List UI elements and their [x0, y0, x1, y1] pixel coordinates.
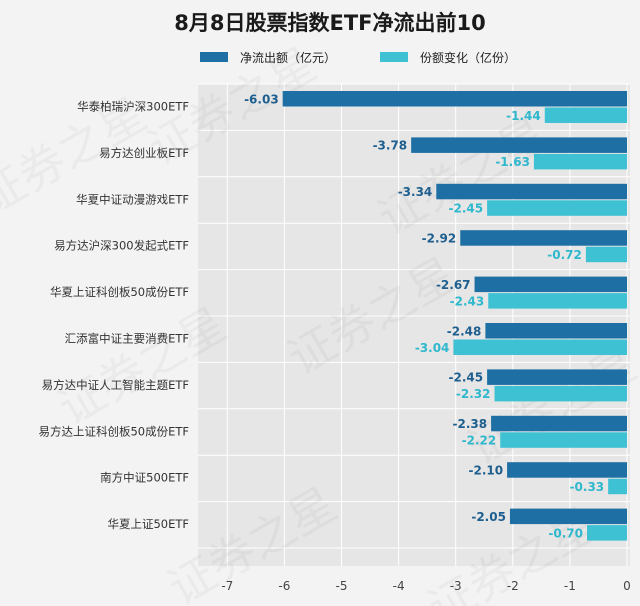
data-label: -1.44	[506, 109, 541, 123]
category-label: 易方达中证人工智能主题ETF	[42, 378, 189, 392]
bar	[485, 323, 627, 339]
data-label: -2.92	[422, 231, 457, 245]
x-tick-label: -3	[450, 579, 462, 593]
data-label: -3.78	[373, 139, 408, 153]
legend-label: 净流出额（亿元）	[240, 50, 336, 65]
chart-title: 8月8日股票指数ETF净流出前10	[174, 11, 485, 35]
data-label: -2.38	[453, 417, 488, 431]
data-label: -2.10	[468, 463, 503, 477]
x-tick-label: -4	[393, 579, 405, 593]
category-labels: 华泰柏瑞沪深300ETF 易方达创业板ETF 华夏中证动漫游戏ETF 易方达沪深300…	[38, 100, 189, 532]
category-label: 易方达上证科创板50成份ETF	[38, 424, 189, 438]
data-label: -2.67	[436, 278, 471, 292]
data-label: -2.45	[449, 371, 484, 385]
bar	[608, 478, 627, 495]
category-label: 华夏上证50ETF	[107, 517, 189, 531]
legend-swatch	[380, 52, 408, 62]
data-label: -2.48	[447, 324, 482, 338]
bar	[494, 385, 627, 402]
category-label: 华泰柏瑞沪深300ETF	[77, 100, 189, 114]
category-label: 华夏中证动漫游戏ETF	[76, 192, 189, 206]
bar	[509, 508, 627, 525]
category-label: 汇添富中证主要消费ETF	[65, 332, 189, 346]
data-label: -3.34	[398, 185, 433, 199]
category-label: 易方达创业板ETF	[99, 146, 189, 160]
x-tick-label: 0	[623, 579, 631, 593]
bar	[507, 462, 627, 478]
category-label: 南方中证500ETF	[100, 471, 189, 485]
value-labels: -6.03 -1.44 -3.78 -1.63 -3.34 -2.45 -2.92 -0.72…	[244, 92, 604, 540]
bar	[487, 200, 627, 216]
data-label: -0.70	[548, 526, 583, 540]
data-label: -6.03	[244, 92, 279, 106]
x-axis-ticks: -7 -6 -5 -4 -3 -2 -1 0	[221, 579, 631, 593]
bar	[411, 137, 627, 153]
data-label: -0.33	[570, 480, 605, 494]
x-tick-label: -1	[564, 579, 576, 593]
category-label: 易方达沪深300发起式ETF	[54, 239, 189, 253]
bar	[533, 153, 627, 170]
data-label: -2.43	[450, 294, 485, 308]
data-label: -2.45	[449, 202, 484, 216]
data-label: -2.05	[471, 510, 506, 524]
category-label: 华夏上证科创板50成份ETF	[50, 285, 189, 299]
data-label: -2.22	[462, 434, 497, 448]
legend-label: 份额变化（亿份）	[420, 50, 516, 65]
bar	[460, 230, 627, 246]
bar	[544, 107, 627, 123]
bar	[453, 339, 627, 355]
bar	[491, 415, 627, 432]
x-tick-label: -5	[336, 579, 348, 593]
bar	[436, 183, 627, 200]
x-tick-label: -6	[278, 579, 290, 593]
legend-swatch	[200, 52, 228, 62]
x-tick-label: -2	[507, 579, 519, 593]
bars	[282, 91, 627, 541]
bar	[488, 293, 627, 309]
bar	[585, 246, 627, 263]
data-label: -3.04	[415, 341, 450, 355]
data-label: -1.63	[495, 155, 530, 169]
bar	[587, 525, 627, 541]
bar	[474, 276, 627, 293]
x-tick-label: -7	[221, 579, 233, 593]
data-label: -2.32	[456, 387, 491, 401]
bar	[282, 91, 627, 107]
bar	[487, 369, 627, 385]
bar	[500, 432, 627, 448]
legend: 净流出额（亿元） 份额变化（亿份）	[200, 50, 516, 65]
data-label: -0.72	[547, 248, 582, 262]
